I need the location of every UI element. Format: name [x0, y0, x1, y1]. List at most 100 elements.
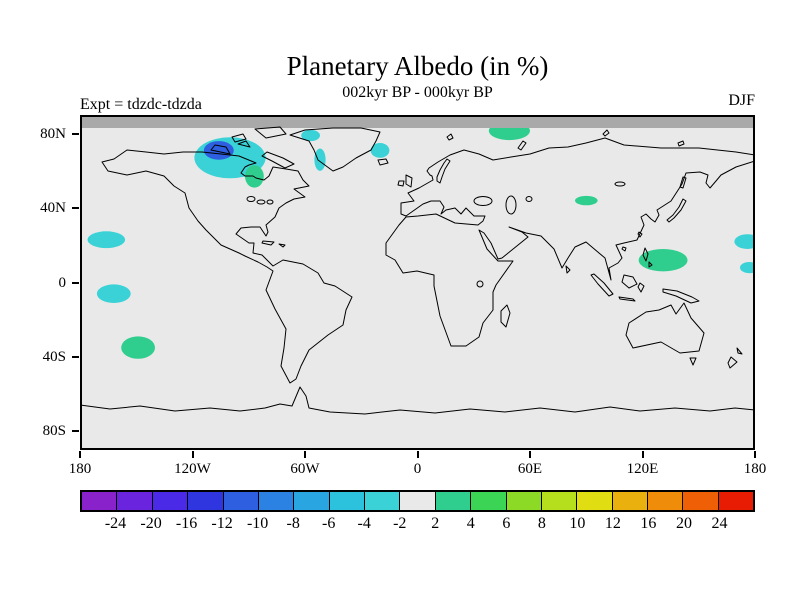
- lat-tick-mark: [72, 355, 79, 358]
- lon-axis-label: 180: [743, 461, 767, 477]
- coastlines-layer: [80, 126, 755, 415]
- map-frame: [80, 115, 755, 450]
- colorbar-tick-label: -16: [175, 515, 198, 532]
- coastline-sulawesi: [637, 282, 645, 293]
- colorbar-tick-label: -2: [393, 515, 407, 532]
- lon-axis-label: 120W: [174, 461, 211, 477]
- coastline-taiwan: [637, 231, 643, 238]
- coastline-north-america: [101, 149, 353, 384]
- colorbar-cell: [187, 492, 223, 510]
- lon-axis-label: 60E: [517, 461, 543, 477]
- coastline-borneo: [621, 274, 638, 289]
- coastline-aral-sea: [525, 196, 533, 202]
- anomaly-patch-south-pacific: [121, 336, 155, 359]
- lat-axis-label: 0: [58, 274, 67, 291]
- lon-axis-label: 60W: [290, 461, 320, 477]
- coastline-australia: [625, 302, 705, 354]
- coastline-new-zealand: [727, 347, 743, 369]
- lon-axis-label: 120E: [626, 461, 659, 477]
- colorbar-tick-label: 20: [675, 515, 692, 532]
- coastline-great-lake-2: [256, 199, 266, 205]
- colorbar-cell: [611, 492, 647, 510]
- coastline-new-guinea: [662, 288, 700, 304]
- lat-tick-mark: [72, 430, 79, 433]
- coastline-british-isles: [397, 174, 413, 188]
- colorbar: [80, 490, 755, 512]
- map-border: [80, 115, 755, 450]
- colorbar-cell: [647, 492, 683, 510]
- coastline-japan: [666, 198, 687, 223]
- colorbar-tick-label: 16: [640, 515, 657, 532]
- ocean-background: [80, 115, 755, 450]
- coastline-madagascar: [500, 304, 511, 328]
- colorbar-cell: [717, 492, 754, 510]
- colorbar-cell: [151, 492, 188, 510]
- colorbar-tick-label: 4: [466, 515, 475, 532]
- coastline-canadian-arctic-islands: [210, 126, 295, 169]
- coastline-iceland: [377, 158, 389, 166]
- colorbar-cell: [116, 492, 152, 510]
- colorbar-cell: [399, 492, 435, 510]
- coastline-antarctica: [80, 386, 755, 415]
- lat-tick-mark: [72, 281, 79, 284]
- lon-tick-mark: [529, 451, 531, 458]
- lon-tick-mark: [79, 451, 81, 458]
- coastline-caspian-sea: [505, 195, 517, 215]
- coastline-java: [618, 296, 636, 302]
- coastline-black-sea: [473, 196, 493, 206]
- colorbar-cell: [682, 492, 718, 510]
- anomaly-patch-central-asia: [575, 195, 598, 206]
- lat-axis-label: 40S: [42, 348, 66, 365]
- colorbar-cell: [470, 492, 506, 510]
- chart-title: Planetary Albedo (in %): [286, 51, 549, 81]
- colorbar-tick-label: -20: [140, 515, 162, 532]
- coastline-greenland: [289, 127, 381, 172]
- coastline-sakhalin: [679, 176, 687, 189]
- colorbar-cell: [257, 492, 294, 510]
- lon-axis-label: 0: [413, 461, 422, 477]
- coastline-baltic-sea: [436, 158, 451, 184]
- lat-axis-label: 40N: [40, 200, 66, 217]
- anomaly-patch-ellesmere-north: [301, 129, 320, 142]
- coastline-russian-arctic-islands: [446, 129, 685, 151]
- world-map: [80, 115, 755, 450]
- lon-tick-mark: [191, 451, 194, 458]
- lat-tick-mark: [72, 132, 79, 135]
- colorbar-cell: [434, 492, 471, 510]
- anomaly-patch-east-greenland-sea: [370, 143, 390, 158]
- lat-axis-label: 80N: [40, 125, 66, 142]
- colorbar-cell: [82, 492, 117, 510]
- colorbar-tick-label: -24: [104, 515, 127, 532]
- lon-tick-mark: [416, 451, 419, 458]
- colorbar-tick-label: 10: [569, 515, 586, 532]
- coastline-eurasia-africa: [385, 137, 755, 347]
- colorbar-tick-label: -4: [357, 515, 371, 532]
- lat-axis-label: 80S: [42, 423, 66, 440]
- lon-tick-mark: [304, 451, 306, 458]
- colorbar-tick-label: 6: [502, 515, 511, 532]
- anomaly-patch-davis-strait: [314, 148, 326, 171]
- anomaly-patch-baffin-foxe-basin: [203, 141, 234, 160]
- lon-tick-mark: [754, 451, 756, 458]
- coastline-lake-victoria: [476, 280, 484, 288]
- lat-tick-mark: [72, 207, 79, 210]
- season-label: DJF: [728, 92, 755, 109]
- colorbar-tick-label: -6: [322, 515, 336, 532]
- colorbar-cell: [505, 492, 541, 510]
- colorbar-tick-label: 8: [537, 515, 546, 532]
- anomaly-patch-west-pacific-edge: [740, 262, 755, 274]
- colorbar-cell: [328, 492, 364, 510]
- coastline-hainan: [621, 246, 627, 252]
- anomaly-patch-north-pacific: [87, 231, 126, 249]
- colorbar-tick-label: -8: [286, 515, 300, 532]
- colorbar-cell: [576, 492, 612, 510]
- colorbar-tick-label: -10: [246, 515, 269, 532]
- experiment-label: Expt = tdzdc-tdzda: [80, 96, 202, 113]
- colorbar-tick-label: -12: [211, 515, 233, 532]
- polar-masked-band: [80, 115, 755, 128]
- lon-tick-mark: [641, 451, 644, 458]
- coastline-lake-baikal: [614, 181, 626, 187]
- coastline-tasmania: [689, 357, 697, 366]
- colorbar-cell: [364, 492, 400, 510]
- colorbar-tick-label: 12: [604, 515, 621, 532]
